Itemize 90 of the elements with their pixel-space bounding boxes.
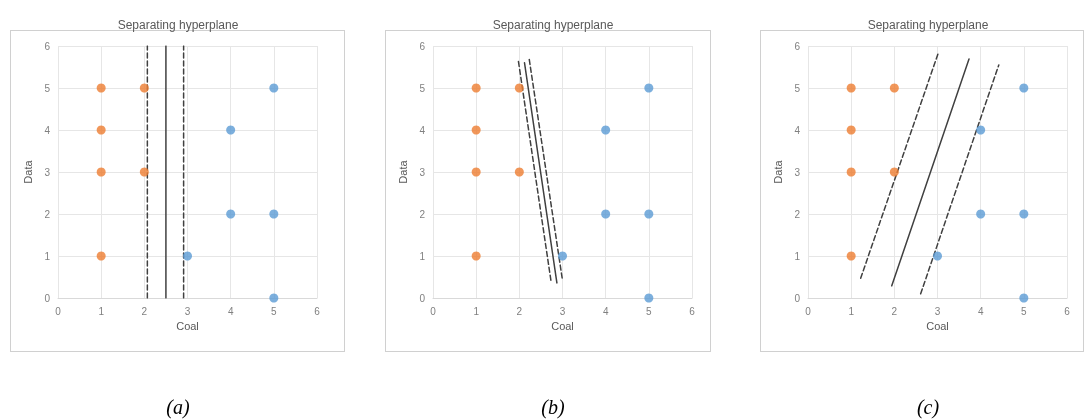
x-tick-label: 6 bbox=[689, 305, 696, 317]
point bbox=[601, 209, 611, 219]
y-tick-label: 2 bbox=[794, 208, 801, 220]
y-tick-label: 3 bbox=[794, 166, 801, 178]
y-axis-title: Data bbox=[772, 159, 785, 184]
point bbox=[96, 83, 106, 93]
x-tick-label: 2 bbox=[891, 305, 898, 317]
point bbox=[183, 251, 192, 261]
x-tick-label: 0 bbox=[55, 305, 62, 317]
point bbox=[644, 209, 654, 219]
text: (b) bbox=[541, 396, 565, 419]
x-tick-label: 3 bbox=[934, 305, 941, 317]
y-tick-label: 4 bbox=[44, 124, 51, 136]
y-tick-label: 3 bbox=[44, 166, 51, 178]
point bbox=[1019, 209, 1029, 219]
point bbox=[846, 83, 856, 93]
y-tick-label: 4 bbox=[419, 124, 426, 136]
point bbox=[269, 209, 279, 219]
point bbox=[846, 167, 856, 177]
point bbox=[471, 83, 481, 93]
point bbox=[269, 83, 279, 93]
y-tick-label: 5 bbox=[44, 82, 51, 94]
y-tick-label: 0 bbox=[419, 292, 426, 304]
y-tick-label: 4 bbox=[794, 124, 801, 136]
x-tick-label: 1 bbox=[473, 305, 480, 317]
x-tick-label: 4 bbox=[227, 305, 234, 317]
x-axis-title: Coal bbox=[551, 320, 574, 333]
point bbox=[976, 125, 986, 135]
point bbox=[558, 251, 567, 261]
y-tick-label: 0 bbox=[794, 292, 801, 304]
point bbox=[644, 293, 654, 303]
point bbox=[846, 251, 856, 261]
y-tick-label: 0 bbox=[44, 292, 51, 304]
point bbox=[96, 167, 106, 177]
point bbox=[471, 125, 481, 135]
x-tick-label: 4 bbox=[602, 305, 609, 317]
chart-title: Separating hyperplane bbox=[117, 18, 239, 32]
y-tick-label: 1 bbox=[419, 250, 426, 262]
y-axis-title: Data bbox=[22, 159, 35, 184]
point bbox=[471, 167, 481, 177]
x-tick-label: 0 bbox=[430, 305, 437, 317]
x-tick-label: 3 bbox=[184, 305, 191, 317]
text: (c) bbox=[916, 396, 940, 419]
x-axis-title: Coal bbox=[176, 320, 199, 333]
x-tick-label: 3 bbox=[559, 305, 566, 317]
x-tick-label: 0 bbox=[805, 305, 812, 317]
y-tick-label: 6 bbox=[794, 40, 801, 52]
y-tick-label: 2 bbox=[44, 208, 51, 220]
x-tick-label: 1 bbox=[848, 305, 855, 317]
point bbox=[1019, 83, 1029, 93]
x-axis-title: Coal bbox=[926, 320, 949, 333]
point bbox=[644, 83, 654, 93]
x-tick-label: 6 bbox=[314, 305, 321, 317]
x-tick-label: 6 bbox=[1064, 305, 1071, 317]
point bbox=[976, 209, 986, 219]
point bbox=[269, 293, 279, 303]
point bbox=[889, 167, 899, 177]
point bbox=[933, 251, 942, 261]
x-tick-label: 4 bbox=[977, 305, 984, 317]
chart-title: Separating hyperplane bbox=[867, 18, 989, 32]
y-tick-label: 5 bbox=[794, 82, 801, 94]
y-tick-label: 1 bbox=[44, 250, 51, 262]
x-tick-label: 2 bbox=[141, 305, 148, 317]
x-tick-label: 2 bbox=[516, 305, 523, 317]
text: (a) bbox=[166, 396, 190, 419]
point bbox=[514, 167, 524, 177]
point bbox=[226, 125, 236, 135]
x-tick-label: 5 bbox=[646, 305, 653, 317]
y-axis-title: Data bbox=[397, 159, 410, 184]
point bbox=[889, 83, 899, 93]
point bbox=[514, 83, 524, 93]
chart-title: Separating hyperplane bbox=[492, 18, 614, 32]
point bbox=[846, 125, 856, 135]
y-tick-label: 2 bbox=[419, 208, 426, 220]
point bbox=[601, 125, 611, 135]
point bbox=[471, 251, 481, 261]
point bbox=[139, 83, 149, 93]
y-tick-label: 6 bbox=[44, 40, 51, 52]
y-tick-label: 1 bbox=[794, 250, 801, 262]
y-tick-label: 3 bbox=[419, 166, 426, 178]
x-tick-label: 5 bbox=[1021, 305, 1028, 317]
point bbox=[96, 125, 106, 135]
y-tick-label: 6 bbox=[419, 40, 426, 52]
point bbox=[1019, 293, 1029, 303]
x-tick-label: 5 bbox=[271, 305, 278, 317]
point bbox=[139, 167, 149, 177]
point bbox=[226, 209, 236, 219]
x-tick-label: 1 bbox=[98, 305, 105, 317]
point bbox=[96, 251, 106, 261]
y-tick-label: 5 bbox=[419, 82, 426, 94]
